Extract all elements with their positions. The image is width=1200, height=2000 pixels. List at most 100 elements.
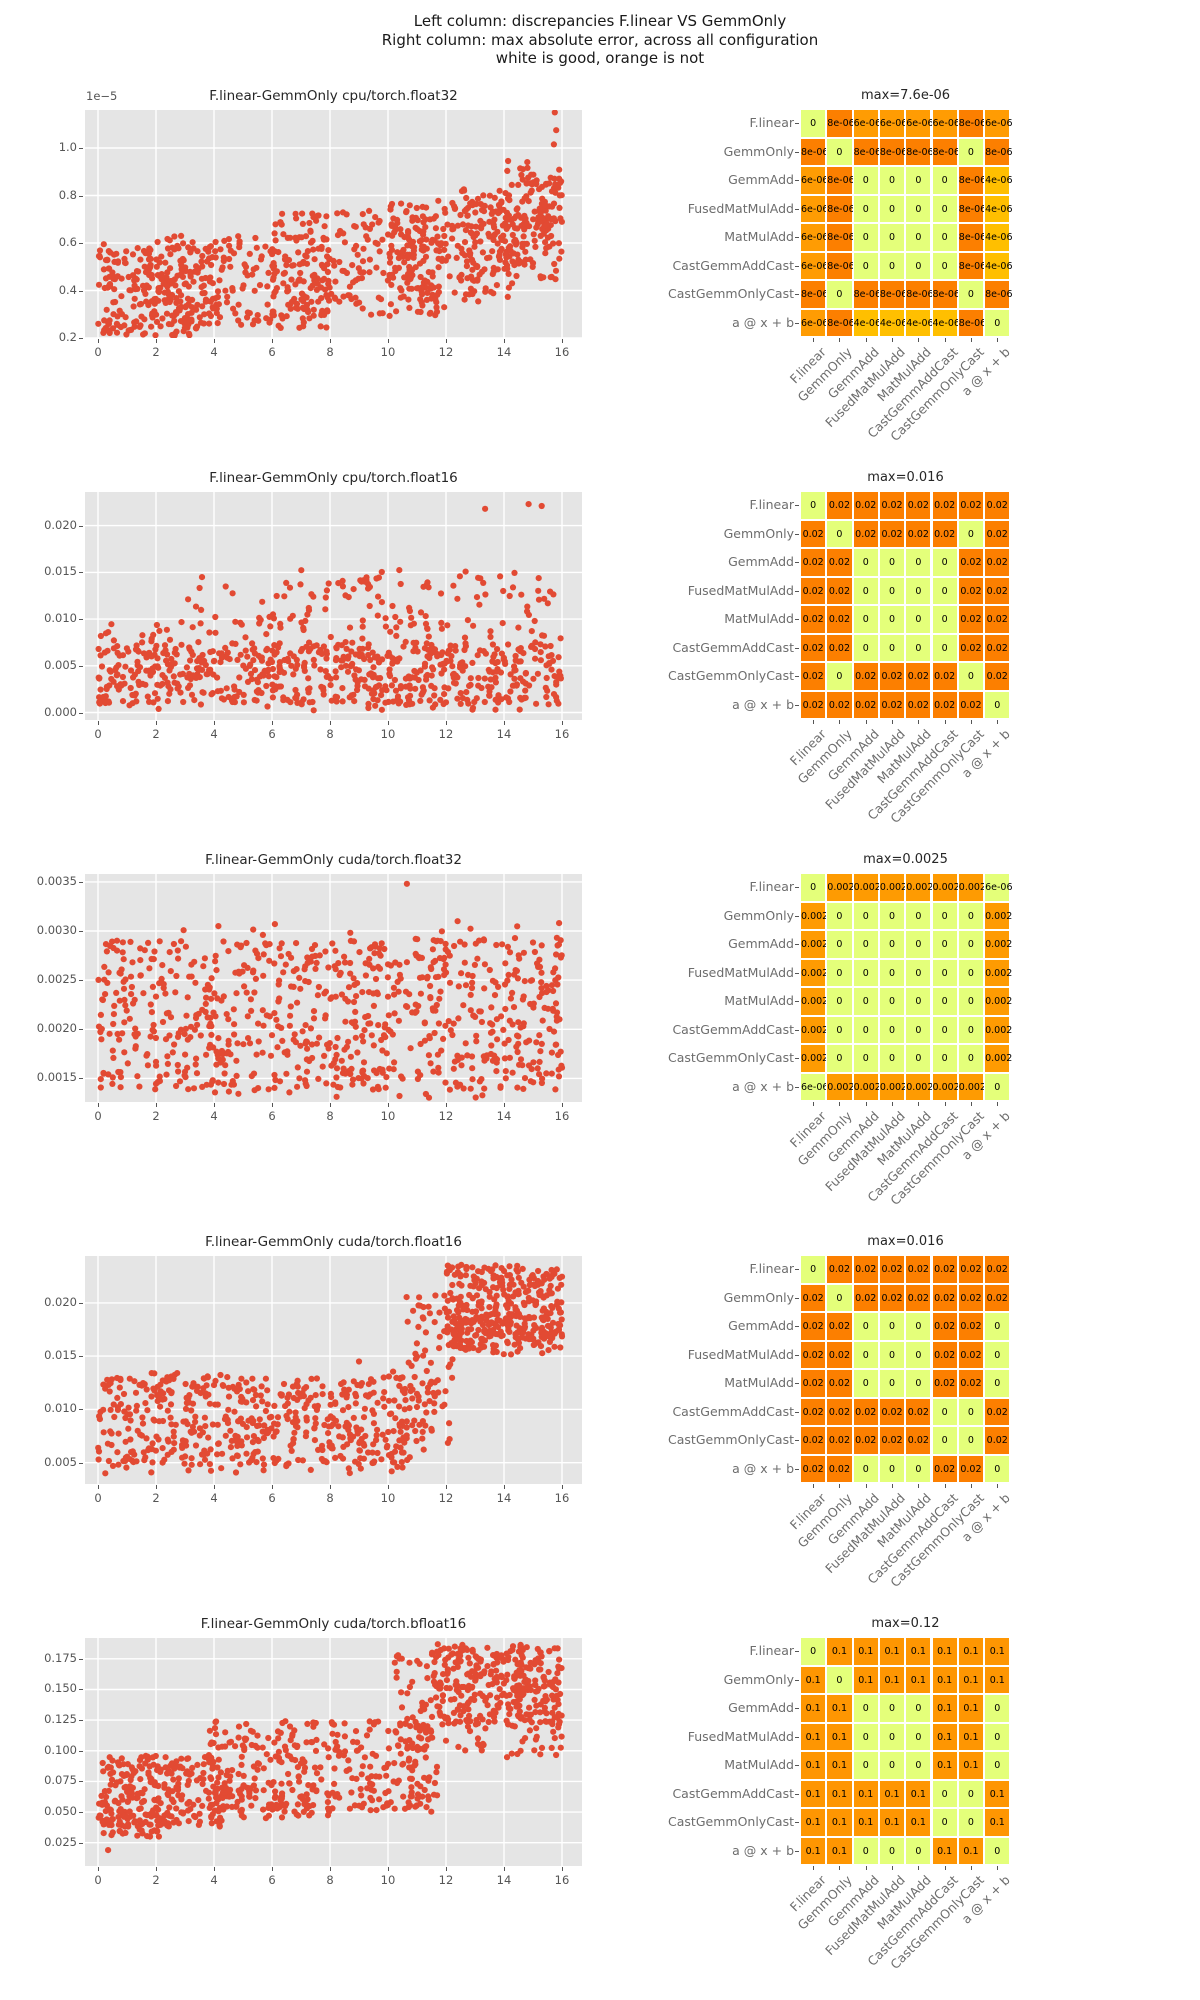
heatmap-col-tick-mark xyxy=(997,1866,999,1870)
heatmap-cell: 0 xyxy=(826,280,853,309)
heatmap-cell: 0.1 xyxy=(852,1808,879,1837)
y-tick-mark xyxy=(79,1302,83,1304)
heatmap-cell: 0.1 xyxy=(931,1637,958,1666)
y-tick-mark xyxy=(79,148,83,149)
x-tick-mark xyxy=(214,1485,215,1489)
heatmap-row-tick-mark xyxy=(795,1708,799,1710)
heatmap-col-tick-mark xyxy=(865,720,867,724)
heatmap-cell: 0 xyxy=(905,1369,932,1398)
x-tick-mark xyxy=(330,1103,331,1107)
heatmap-cell: 0 xyxy=(852,251,879,280)
heatmap-cell: 0.02 xyxy=(984,1255,1011,1284)
scatter-title: F.linear-GemmOnly cpu/torch.float32 xyxy=(209,88,458,104)
y-tick-mark xyxy=(79,619,83,621)
x-tick-mark xyxy=(504,339,505,343)
heatmap-cell: 0.02 xyxy=(826,1312,853,1341)
heatmap-cell: 0 xyxy=(878,958,906,987)
heatmap-cell: 0.02 xyxy=(800,1426,827,1455)
scatter-points xyxy=(95,501,564,714)
heatmap-col-tick-mark xyxy=(997,1102,999,1106)
heatmap-row-tick-mark xyxy=(795,1793,799,1795)
heatmap-row-label: CastGemmAddCast xyxy=(672,1403,794,1419)
heatmap-cell: 0.02 xyxy=(984,662,1011,691)
heatmap-row-label: F.linear xyxy=(749,115,794,130)
heatmap-cell: 0 xyxy=(957,1779,985,1808)
heatmap-cell: 0.002 xyxy=(826,873,855,902)
heatmap-cell: 0 xyxy=(878,901,906,930)
heatmap-cell: 0 xyxy=(984,1722,1011,1751)
heatmap-cell: 0.02 xyxy=(800,605,827,634)
heatmap-row-tick-mark xyxy=(795,1354,799,1356)
heatmap-cell: 0.02 xyxy=(800,1397,827,1426)
heatmap-cell: 8e-06 xyxy=(931,280,960,309)
heatmap-cell: 8e-06 xyxy=(931,137,960,166)
heatmap-title: max=7.6e-06 xyxy=(860,88,951,103)
heatmap-col-tick-mark xyxy=(892,1866,894,1870)
heatmap-cell: 0.002 xyxy=(957,1072,986,1101)
heatmap-row-label: GemmOnly xyxy=(723,907,794,923)
heatmap-cell: 0.002 xyxy=(878,1072,907,1101)
heatmap-cell: 0.002 xyxy=(800,1015,828,1044)
heatmap-row-label: MatMulAdd xyxy=(724,1375,794,1390)
heatmap-row-label: CastGemmOnlyCast xyxy=(668,1050,794,1065)
x-tick-label: 4 xyxy=(210,1109,218,1123)
heatmap-cell: 0 xyxy=(931,958,958,987)
heatmap-cell: 0 xyxy=(852,166,879,195)
heatmap-cell: 0.02 xyxy=(931,690,958,719)
heatmap-row-label: FusedMatMulAdd xyxy=(687,1728,794,1744)
heatmap-cell: 0.02 xyxy=(905,662,932,691)
heatmap-cell: 6e-06 xyxy=(800,308,828,337)
x-tick-label: 4 xyxy=(210,1491,218,1505)
heatmap-row-label: GemmAdd xyxy=(728,936,794,951)
heatmap-cell: 0.02 xyxy=(878,1426,906,1455)
heatmap-row-tick-mark xyxy=(795,619,799,621)
heatmap-row-label: CastGemmAddCast xyxy=(672,257,794,273)
heatmap-title: max=0.12 xyxy=(871,1616,940,1631)
heatmap-cell: 0.002 xyxy=(826,1072,855,1101)
heatmap-row-tick-mark xyxy=(795,972,799,974)
heatmap-cell: 0.002 xyxy=(984,958,1012,987)
heatmap-cell: 0.02 xyxy=(826,1397,853,1426)
scatter-plot xyxy=(85,874,582,1102)
heatmap-cell: 0.1 xyxy=(905,1665,932,1694)
heatmap-cell: 0 xyxy=(957,519,985,548)
scatter-plot xyxy=(85,492,582,720)
heatmap-cell: 0.02 xyxy=(957,1340,985,1369)
heatmap-cell: 8e-06 xyxy=(826,109,855,138)
heatmap-cell: 6e-06 xyxy=(984,109,1013,138)
heatmap-cell: 0 xyxy=(826,958,853,987)
x-tick-mark xyxy=(156,721,157,725)
x-tick-mark xyxy=(330,1867,331,1871)
heatmap-col-tick-mark xyxy=(944,1866,946,1870)
heatmap-cell: 0 xyxy=(878,576,906,605)
heatmap-cell: 0 xyxy=(905,901,932,930)
heatmap-cell: 0 xyxy=(852,958,879,987)
x-tick-mark xyxy=(272,721,273,725)
heatmap-cell: 8e-06 xyxy=(826,308,855,337)
heatmap-row-tick-mark xyxy=(795,1326,799,1328)
x-tick-label: 6 xyxy=(268,345,276,359)
x-tick-label: 0 xyxy=(94,1873,102,1887)
heatmap-cell: 0.002 xyxy=(984,901,1012,930)
x-tick-mark xyxy=(214,1867,215,1871)
x-tick-mark xyxy=(446,339,447,343)
heatmap-cell: 8e-06 xyxy=(852,137,881,166)
heatmap-cell: 0.1 xyxy=(878,1779,906,1808)
x-tick-label: 14 xyxy=(496,1491,512,1505)
heatmap-title: max=0.016 xyxy=(867,1234,944,1249)
heatmap-cell: 0 xyxy=(826,1044,853,1073)
x-tick-mark xyxy=(272,339,273,343)
heatmap-cell: 0.02 xyxy=(800,1454,827,1483)
x-tick-mark xyxy=(98,721,99,725)
heatmap-cell: 0 xyxy=(878,1836,906,1865)
x-tick-mark xyxy=(156,1103,157,1107)
y-tick-label: 0.050 xyxy=(44,1804,77,1819)
heatmap-cell: 0 xyxy=(800,873,827,902)
heatmap-cell: 0.02 xyxy=(826,491,853,520)
heatmap-col-tick-mark xyxy=(892,1102,894,1106)
heatmap-cell: 0.02 xyxy=(957,576,985,605)
y-tick-label: 0.0025 xyxy=(36,972,77,987)
x-tick-mark xyxy=(330,1485,331,1489)
heatmap-cell: 0.02 xyxy=(931,491,958,520)
x-tick-label: 6 xyxy=(268,1109,276,1123)
